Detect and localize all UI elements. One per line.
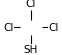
Text: Cl: Cl: [49, 22, 59, 33]
Text: SH: SH: [24, 44, 38, 55]
Text: Cl: Cl: [26, 0, 36, 9]
Text: Cl: Cl: [3, 22, 13, 33]
